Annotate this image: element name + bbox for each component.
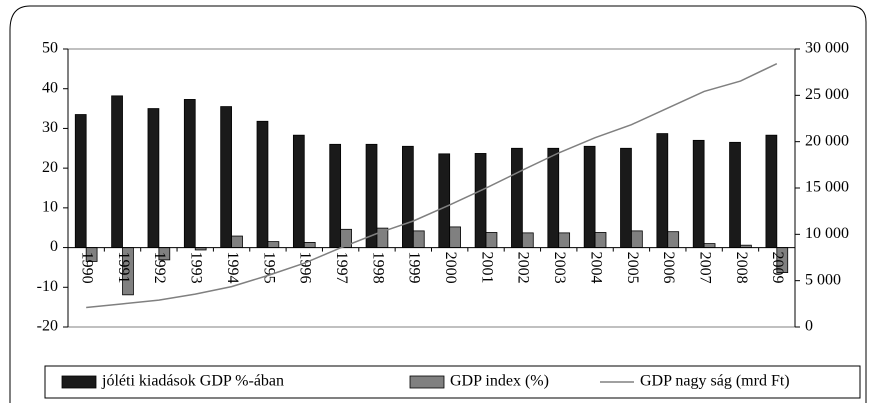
x-tick-label: 1996	[297, 252, 314, 284]
x-tick-label: 2007	[696, 252, 713, 284]
bar	[474, 153, 487, 248]
bar	[220, 106, 232, 248]
x-tick-label: 1993	[188, 252, 205, 284]
bar	[547, 147, 560, 248]
bar	[74, 114, 87, 248]
legend-label: GDP index (%)	[450, 373, 549, 390]
x-tick-label: 2000	[442, 252, 459, 284]
y-tick-label: 20	[42, 159, 58, 176]
x-tick-label: 2009	[769, 252, 786, 284]
legend-swatch	[409, 375, 445, 389]
y-tick-label: 50	[42, 40, 58, 57]
y-tick-label: -20	[37, 318, 58, 335]
line	[86, 62, 778, 309]
bar	[558, 232, 571, 248]
x-tick-label: 2003	[551, 252, 568, 284]
bar	[402, 145, 414, 248]
bar	[147, 108, 160, 248]
frame	[9, 5, 867, 403]
bar	[292, 134, 305, 248]
bar	[449, 226, 461, 248]
legend-label: GDP nagy ság (mrd Ft)	[640, 373, 790, 390]
x-tick-label: 1997	[333, 252, 350, 284]
x-tick-label: 2004	[587, 252, 604, 284]
y-tick-label: 30	[42, 119, 58, 136]
bar	[183, 99, 196, 248]
bar	[111, 95, 123, 248]
y-tick-label: 40	[42, 79, 58, 96]
x-tick-label: 1990	[79, 252, 96, 284]
x-tick-label: 1994	[224, 252, 241, 284]
x-tick-label: 2006	[660, 252, 677, 284]
y-tick-label: 0	[50, 238, 58, 255]
y2-tick-label: 20 000	[805, 132, 849, 149]
y2-tick-label: 15 000	[805, 179, 849, 196]
bar	[521, 232, 534, 248]
bar	[594, 232, 607, 248]
bar	[329, 143, 342, 248]
bar	[765, 134, 778, 248]
plot-area	[67, 48, 796, 328]
bar	[583, 145, 596, 248]
x-tick-label: 2008	[733, 252, 750, 284]
bar	[729, 141, 741, 248]
bar	[438, 153, 451, 248]
y2-tick-label: 10 000	[805, 225, 849, 242]
y2-tick-label: 25 000	[805, 86, 849, 103]
bar	[256, 120, 269, 248]
bar	[667, 231, 680, 248]
bar	[631, 230, 643, 248]
y2-tick-label: 30 000	[805, 40, 849, 57]
x-tick-label: 2002	[515, 252, 532, 284]
bar	[656, 133, 669, 248]
y2-tick-label: 5 000	[805, 271, 841, 288]
x-tick-label: 1992	[151, 252, 168, 284]
bar	[231, 235, 243, 248]
x-tick-label: 2005	[624, 252, 641, 284]
bar	[620, 147, 632, 248]
x-tick-label: 1998	[369, 252, 386, 284]
y-tick-label: 10	[42, 199, 58, 216]
bar	[303, 242, 316, 248]
legend-swatch	[61, 375, 97, 389]
y2-tick-label: 0	[805, 318, 813, 335]
bar	[267, 241, 280, 248]
legend-box	[44, 365, 861, 399]
bar	[692, 139, 705, 248]
y-tick-label: -10	[37, 278, 58, 295]
bar	[485, 232, 498, 248]
x-tick-label: 1999	[406, 252, 423, 284]
bar	[703, 243, 716, 248]
legend-label: jóléti kiadások GDP %-ában	[101, 373, 284, 390]
x-tick-label: 1991	[115, 252, 132, 284]
bar	[511, 147, 523, 248]
x-tick-label: 1995	[260, 252, 277, 284]
x-tick-label: 2001	[478, 252, 495, 284]
bar	[412, 230, 425, 248]
bar	[365, 143, 378, 248]
